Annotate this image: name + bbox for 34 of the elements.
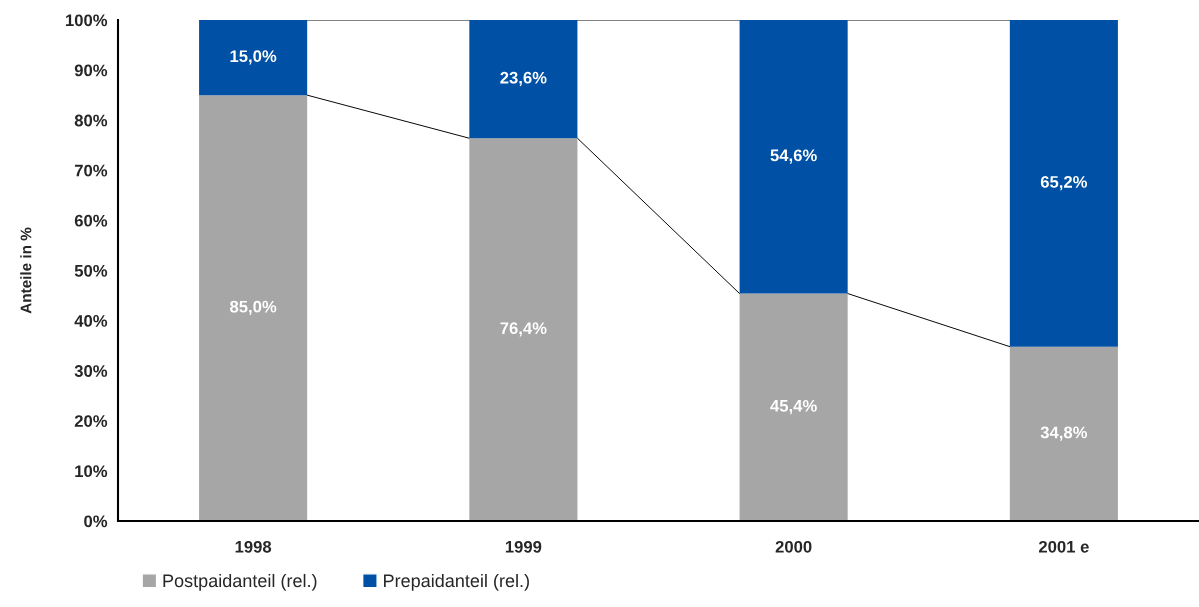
bar xyxy=(199,20,308,96)
y-tick-label: 100% xyxy=(66,14,108,27)
x-tick-label: 2000 xyxy=(775,540,812,553)
bar xyxy=(1009,20,1118,347)
y-tick-label: 20% xyxy=(74,415,108,427)
y-tick-label: 70% xyxy=(74,164,108,177)
x-tick-label: 2001 e xyxy=(1038,540,1089,553)
y-axis-title: Anteile in % xyxy=(20,227,32,314)
y-tick-label: 0% xyxy=(84,515,108,528)
data-label: 85,0% xyxy=(230,300,277,315)
data-label: 15,0% xyxy=(230,50,277,65)
y-tick-label: 80% xyxy=(74,114,108,127)
data-label: 65,2% xyxy=(1040,176,1088,191)
bar xyxy=(739,293,848,521)
x-tick-label: 1998 xyxy=(235,540,272,553)
data-label: 54,6% xyxy=(770,149,817,164)
y-tick-label: 60% xyxy=(74,214,108,227)
data-label: 23,6% xyxy=(500,71,547,87)
y-tick-label: 90% xyxy=(74,64,108,77)
bar xyxy=(469,20,578,139)
y-tick-label: 10% xyxy=(75,465,108,478)
y-tick-label: 30% xyxy=(74,365,108,377)
bar xyxy=(469,138,578,521)
bar xyxy=(199,95,308,521)
legend-label: Prepaidanteil (rel.) xyxy=(384,573,529,591)
data-label: 45,4% xyxy=(770,399,817,415)
legend-label: Postpaidanteil (rel.) xyxy=(163,573,317,591)
data-label: 34,8% xyxy=(1040,426,1088,441)
x-tick-label: 1999 xyxy=(505,540,542,553)
y-tick-label: 40% xyxy=(74,315,108,327)
bar xyxy=(1009,346,1118,521)
data-label: 76,4% xyxy=(500,322,547,337)
y-tick-label: 50% xyxy=(74,264,108,277)
bar xyxy=(739,20,848,294)
